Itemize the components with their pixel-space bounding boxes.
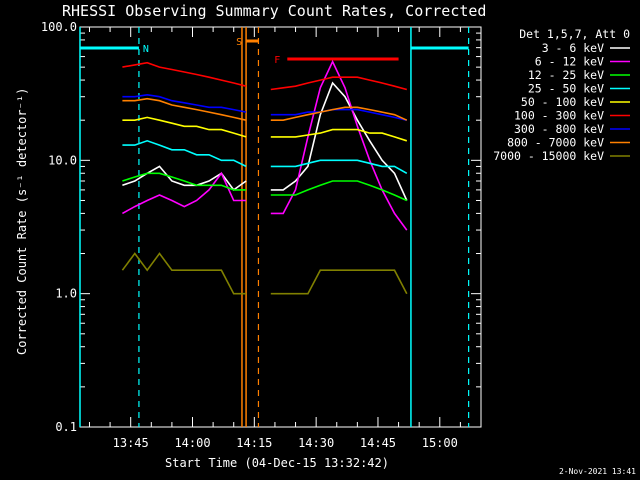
y-tick-label: 10.0 xyxy=(48,153,77,167)
series-line xyxy=(121,252,408,295)
x-tick-label: 14:45 xyxy=(360,436,396,450)
y-axis-label: Corrected Count Rate (s⁻¹ detector⁻¹) xyxy=(15,88,29,355)
plot-frame xyxy=(79,26,482,428)
legend-label: 6 - 12 keV xyxy=(535,55,604,69)
annotation-label: N xyxy=(143,44,149,55)
x-tick-label: 14:00 xyxy=(174,436,210,450)
series-line xyxy=(122,61,408,91)
legend-label: 50 - 100 keV xyxy=(521,95,604,109)
series-line xyxy=(122,97,408,121)
y-tick-label: 1.0 xyxy=(55,287,77,301)
legend-label: 300 - 800 keV xyxy=(514,122,604,136)
x-tick-label: 15:00 xyxy=(422,436,458,450)
y-tick-label: 100.0 xyxy=(41,20,77,34)
x-tick-label: 13:45 xyxy=(113,436,149,450)
x-axis-label: Start Time (04-Dec-15 13:32:42) xyxy=(165,456,389,470)
y-tick-label: 0.1 xyxy=(55,420,77,434)
series-line xyxy=(122,59,408,231)
x-axis: 13:45 14:00 14:15 14:30 14:45 15:00 xyxy=(88,27,482,450)
legend-label: 100 - 300 keV xyxy=(514,109,604,123)
annotation-label: S xyxy=(236,37,242,48)
chart-title: RHESSI Observing Summary Count Rates, Co… xyxy=(62,2,486,20)
series-line xyxy=(122,81,408,201)
series-line xyxy=(122,172,408,202)
x-tick-label: 14:15 xyxy=(236,436,272,450)
legend-header: Det 1,5,7, Att 0 xyxy=(519,27,630,41)
legend-label: 3 - 6 keV xyxy=(542,41,604,55)
series-line xyxy=(122,139,408,174)
legend-label: 800 - 7000 keV xyxy=(507,136,604,150)
plot-area: N S F xyxy=(79,27,470,427)
legend-label: 12 - 25 keV xyxy=(528,68,604,82)
annotation-label: F xyxy=(274,55,280,66)
x-tick-label: 14:30 xyxy=(298,436,334,450)
y-axis: 0.1 1.0 10.0 100.0 xyxy=(41,20,481,434)
legend-label: 25 - 50 keV xyxy=(528,82,604,96)
series-line xyxy=(122,93,407,121)
legend-label: 7000 - 15000 keV xyxy=(493,149,604,163)
timestamp: 2-Nov-2021 13:41 xyxy=(559,467,636,476)
series-line xyxy=(122,116,408,142)
